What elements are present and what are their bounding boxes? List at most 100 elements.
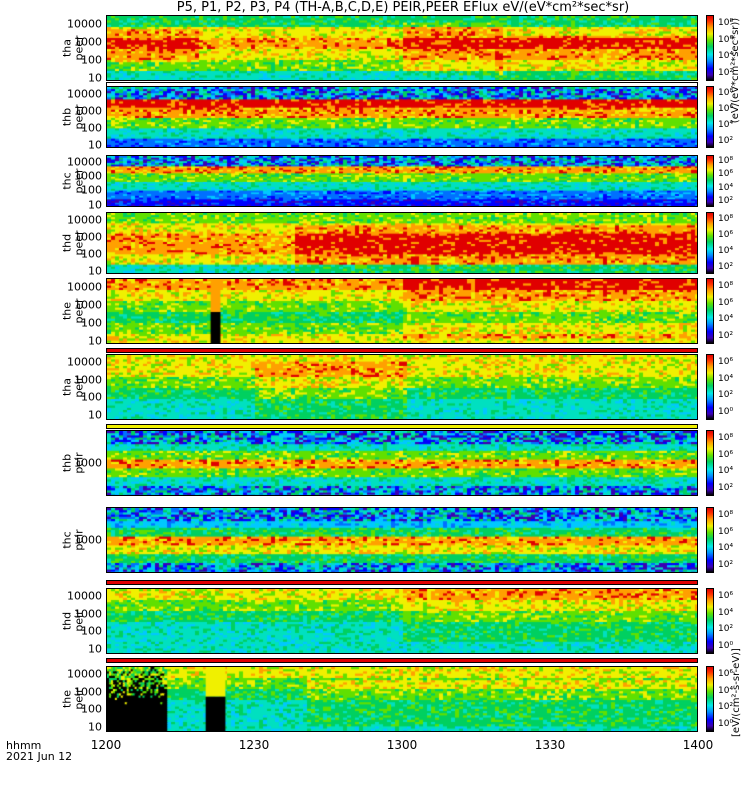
colorbar — [706, 212, 714, 274]
spectrogram-image — [107, 355, 697, 419]
colorbar-tick-label: 10⁰ — [718, 407, 734, 418]
x-tick-label: 1200 — [90, 738, 122, 752]
colorbar — [706, 354, 714, 420]
colorbar-tick-label: 10⁴ — [718, 182, 734, 193]
spectrogram-image — [107, 589, 697, 653]
spectrogram-image — [107, 667, 697, 731]
colorbar-tick-label: 10⁸ — [718, 432, 734, 443]
spectrogram-plot — [106, 155, 698, 207]
colorbar-tick-label: 10⁴ — [718, 466, 734, 477]
spectrogram-panel-thb-peir: thb peir 1000 10⁸ 10⁶ 10⁴ 10² — [61, 430, 733, 496]
colorbar-tick-label: 10⁸ — [718, 509, 734, 520]
colorbar — [706, 430, 714, 496]
y-tick-label: 10 — [88, 642, 102, 656]
y-tick-label: 10000 — [67, 213, 102, 227]
panel-separator-bar — [106, 348, 698, 353]
y-tick-label: 100 — [81, 247, 102, 261]
y-tick-label: 100 — [81, 183, 102, 197]
spectrogram-plot — [106, 588, 698, 654]
colorbar — [706, 588, 714, 654]
colorbar-tick-label: 10⁰ — [718, 641, 734, 652]
colorbar-tick-label: 10⁶ — [718, 356, 734, 367]
spectrogram-image — [107, 279, 697, 343]
colorbar-tick-label: 10⁶ — [718, 230, 734, 241]
colorbar-tick-label: 10² — [718, 261, 734, 272]
spectrogram-image — [107, 431, 697, 495]
y-tick-label: 10000 — [67, 667, 102, 681]
colorbar-tick-label: 10⁶ — [718, 668, 734, 679]
x-tick-label: 1300 — [386, 738, 418, 752]
spectrogram-panel-tha-peir: tha peir 10000 1000 100 10 10⁶ 10⁴ 10² 10⁰ — [61, 354, 733, 421]
y-tick-label: 10000 — [67, 589, 102, 603]
y-tick-label: 10 — [88, 334, 102, 348]
spectrogram-panel-the-peir: the peir 10000 1000 100 10 10⁶ 10⁴ 10² 10⁰ — [61, 666, 733, 733]
spectrogram-image — [107, 87, 697, 147]
panel-separator-bar — [106, 82, 698, 87]
panel-separator-bar — [106, 424, 698, 429]
x-tick-label: 1400 — [682, 738, 714, 752]
colorbar-tick-label: 10² — [718, 68, 734, 79]
colorbar-tick-label: 10⁶ — [718, 449, 734, 460]
colorbar-tick-label: 10⁸ — [718, 88, 734, 99]
colorbar-tick-label: 10⁸ — [718, 280, 734, 291]
y-tick-label: 1000 — [74, 373, 102, 387]
y-tick-label: 1000 — [74, 685, 102, 699]
x-axis-ticks: 1200 1230 1300 1330 1400 — [91, 738, 714, 758]
y-tick-label: 100 — [81, 624, 102, 638]
y-tick-label: 10000 — [67, 17, 102, 31]
spectrogram-panel-the-peer: the peer 10000 1000 100 10 10⁸ 10⁶ 10⁴ 10² — [61, 278, 733, 348]
y-tick-label: 1000 — [74, 230, 102, 244]
spectrogram-panel-thc-peir: thc peir 1000 10⁸ 10⁶ 10⁴ 10² — [61, 507, 733, 573]
x-axis-unit-label: hhmm — [6, 739, 42, 752]
colorbar-tick-label: 10² — [718, 390, 734, 401]
y-tick-label: 10 — [88, 408, 102, 422]
y-tick-label: 10 — [88, 138, 102, 152]
colorbar-tick-label: 10⁴ — [718, 685, 734, 696]
colorbar-tick-label: 10² — [718, 702, 734, 713]
colorbar-tick-label: 10² — [718, 195, 734, 206]
y-tick-label: 1000 — [74, 298, 102, 312]
colorbar — [706, 86, 714, 148]
spectrogram-panel-thb-peer: thb peer 10000 1000 100 10 10⁸ 10⁶ 10⁴ 10² — [61, 86, 733, 152]
spectrogram-plot — [106, 666, 698, 732]
x-axis-date-label: 2021 Jun 12 — [6, 750, 73, 763]
colorbar-tick-label: 10⁶ — [718, 34, 734, 45]
colorbar-tick-label: 10⁰ — [718, 719, 734, 730]
spectrogram-plot — [106, 507, 698, 573]
y-tick-label: 1000 — [74, 35, 102, 49]
y-tick-label: 100 — [81, 390, 102, 404]
colorbar-tick-label: 10⁸ — [718, 214, 734, 225]
colorbar-title-wrap: (eV/(eV*cm²*sec*sr)) — [728, 15, 744, 125]
spectrogram-image — [107, 213, 697, 273]
colorbar-tick-label: 10⁴ — [718, 245, 734, 256]
colorbar-tick-label: 10⁴ — [718, 373, 734, 384]
x-tick-label: 1230 — [238, 738, 270, 752]
y-tick-label: 10 — [88, 198, 102, 212]
y-tick-label: 100 — [81, 121, 102, 135]
spectrogram-plot — [106, 278, 698, 344]
colorbar — [706, 507, 714, 573]
colorbar-tick-label: 10² — [718, 331, 734, 342]
colorbar-tick-label: 10⁶ — [718, 526, 734, 537]
spectrogram-panel-tha-peer: tha peer 10000 1000 100 10 10⁸ 10⁶ 10⁴ 10² — [61, 15, 733, 85]
colorbar — [706, 666, 714, 732]
colorbar — [706, 15, 714, 81]
spectrogram-plot — [106, 86, 698, 148]
colorbar-tick-label: 10⁸ — [718, 17, 734, 28]
colorbar-tick-label: 10⁸ — [718, 156, 734, 167]
y-tick-label: 10000 — [67, 87, 102, 101]
y-tick-label: 1000 — [74, 104, 102, 118]
colorbar-tick-label: 10² — [718, 560, 734, 571]
panel-separator-bar — [106, 580, 698, 585]
colorbar-tick-label: 10⁶ — [718, 590, 734, 601]
colorbar-tick-label: 10² — [718, 483, 734, 494]
spectrogram-plot — [106, 212, 698, 274]
spectrogram-plot — [106, 430, 698, 496]
panel-separator-bar — [106, 658, 698, 663]
y-tick-label: 10 — [88, 264, 102, 278]
colorbar-tick-label: 10⁴ — [718, 119, 734, 130]
colorbar-unit: [eV/(cm²-s-sr-eV)] — [730, 648, 742, 737]
spectrogram-panel-thc-peer: thc peer 10000 1000 100 10 10⁸ 10⁶ 10⁴ 10² — [61, 155, 733, 211]
colorbar-tick-label: 10² — [718, 135, 734, 146]
